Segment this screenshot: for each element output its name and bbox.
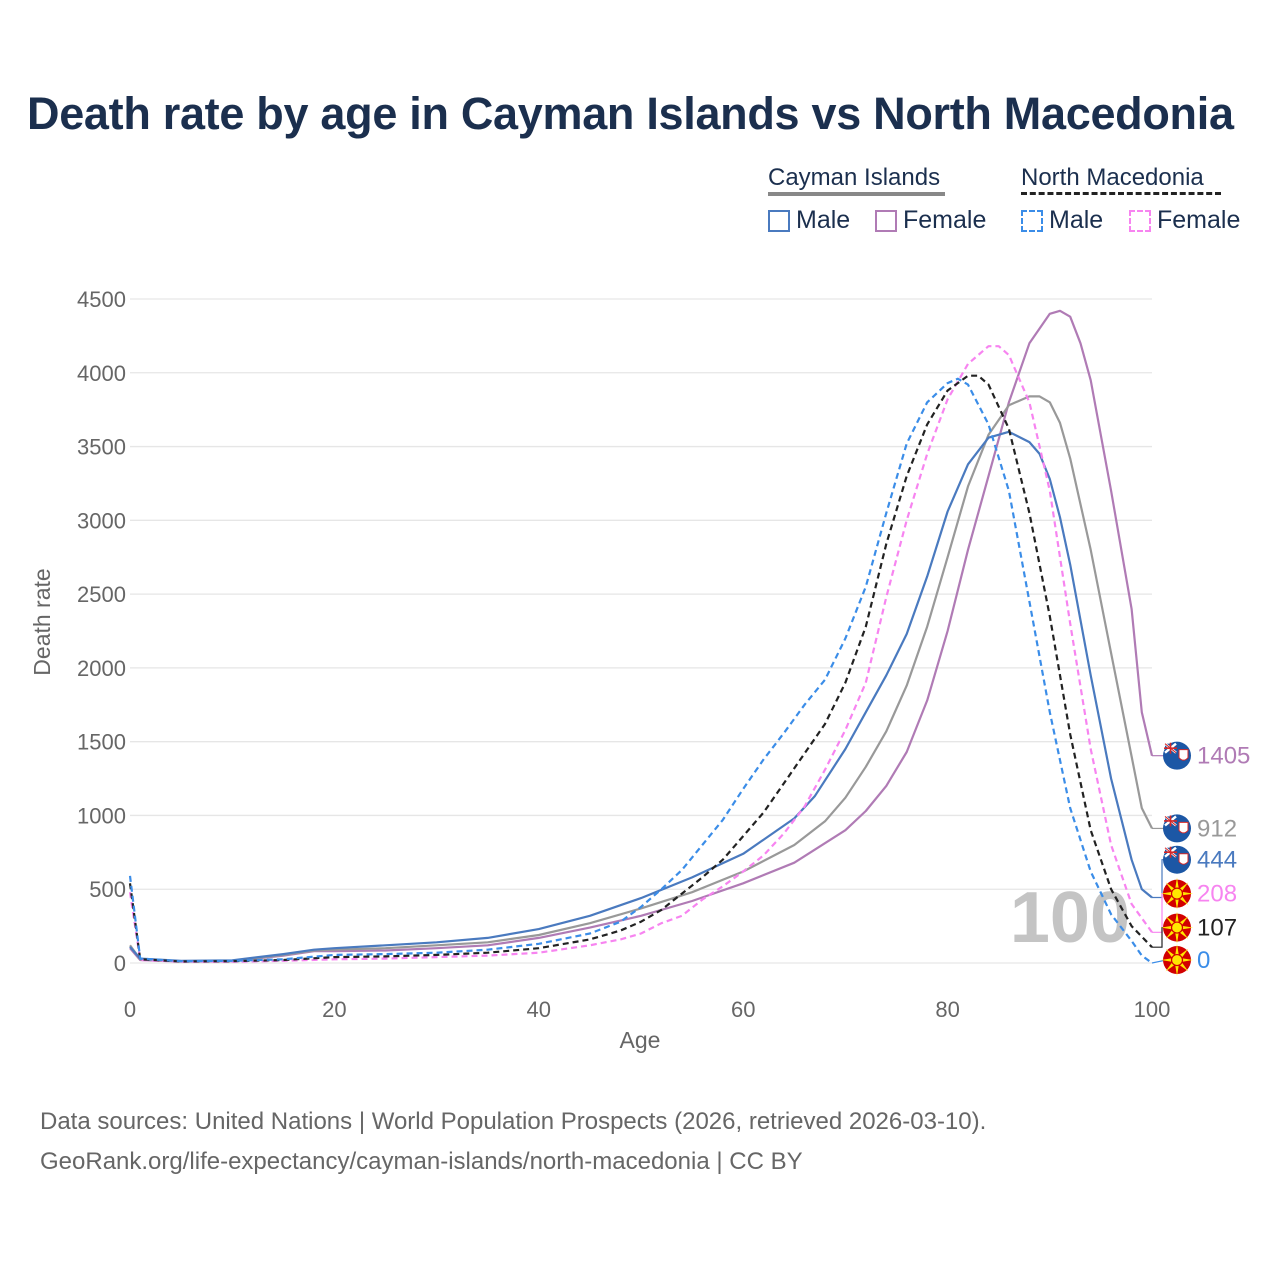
- y-tick-labels: 0 500 1000 1500 2000 2500 3000 3500 4000 4500: [77, 287, 126, 976]
- end-label-value: 208: [1197, 881, 1237, 908]
- macedonia-flag-icon: [1161, 911, 1193, 944]
- series-line: [129, 430, 1153, 962]
- y-tick-label: 2500: [77, 582, 126, 607]
- end-label-value: 444: [1197, 847, 1237, 874]
- end-label-value: 0: [1197, 947, 1210, 974]
- y-tick-label: 1000: [77, 803, 126, 828]
- y-tick-label: 4500: [77, 287, 126, 312]
- end-label-value: 912: [1197, 815, 1237, 842]
- x-tick-label: 80: [935, 997, 959, 1022]
- macedonia-flag-icon: [1161, 944, 1193, 977]
- footer-sources: Data sources: United Nations | World Pop…: [40, 1108, 987, 1135]
- y-tick-label: 4000: [77, 361, 126, 386]
- series-line: [129, 309, 1154, 963]
- y-tick-label: 500: [89, 877, 126, 902]
- end-label-value: 1405: [1197, 743, 1250, 770]
- x-tick-labels: 0 20 40 60 80 100: [124, 997, 1170, 1022]
- x-tick-label: 40: [527, 997, 551, 1022]
- cayman-flag-icon: [1163, 741, 1191, 770]
- macedonia-flag-icon: [1161, 877, 1193, 910]
- gridlines: [130, 298, 1152, 964]
- footer-url[interactable]: GeoRank.org/life-expectancy/cayman-islan…: [40, 1148, 803, 1175]
- series-line: [128, 345, 1153, 963]
- x-tick-label: 0: [124, 997, 136, 1022]
- x-tick-label: 60: [731, 997, 755, 1022]
- series-lines: [128, 309, 1154, 964]
- end-labels: 1405 912 444 208 107 0: [1151, 741, 1250, 977]
- y-tick-label: 3000: [77, 508, 126, 533]
- series-line: [128, 377, 1153, 964]
- y-axis-label: Death rate: [29, 568, 55, 675]
- y-tick-label: 2000: [77, 656, 126, 681]
- x-axis-label: Age: [620, 1027, 661, 1053]
- series-line: [128, 374, 1153, 963]
- end-label-value: 107: [1197, 915, 1237, 942]
- year-watermark: 100: [1010, 878, 1130, 958]
- x-tick-label: 100: [1134, 997, 1171, 1022]
- cayman-flag-icon: [1163, 814, 1191, 843]
- x-tick-label: 20: [322, 997, 346, 1022]
- chart-title: Death rate by age in Cayman Islands vs N…: [27, 88, 1234, 139]
- series-line: [129, 395, 1153, 963]
- y-tick-label: 1500: [77, 730, 126, 755]
- cayman-flag-icon: [1163, 845, 1191, 874]
- y-tick-label: 3500: [77, 435, 126, 460]
- y-tick-label: 0: [114, 951, 126, 976]
